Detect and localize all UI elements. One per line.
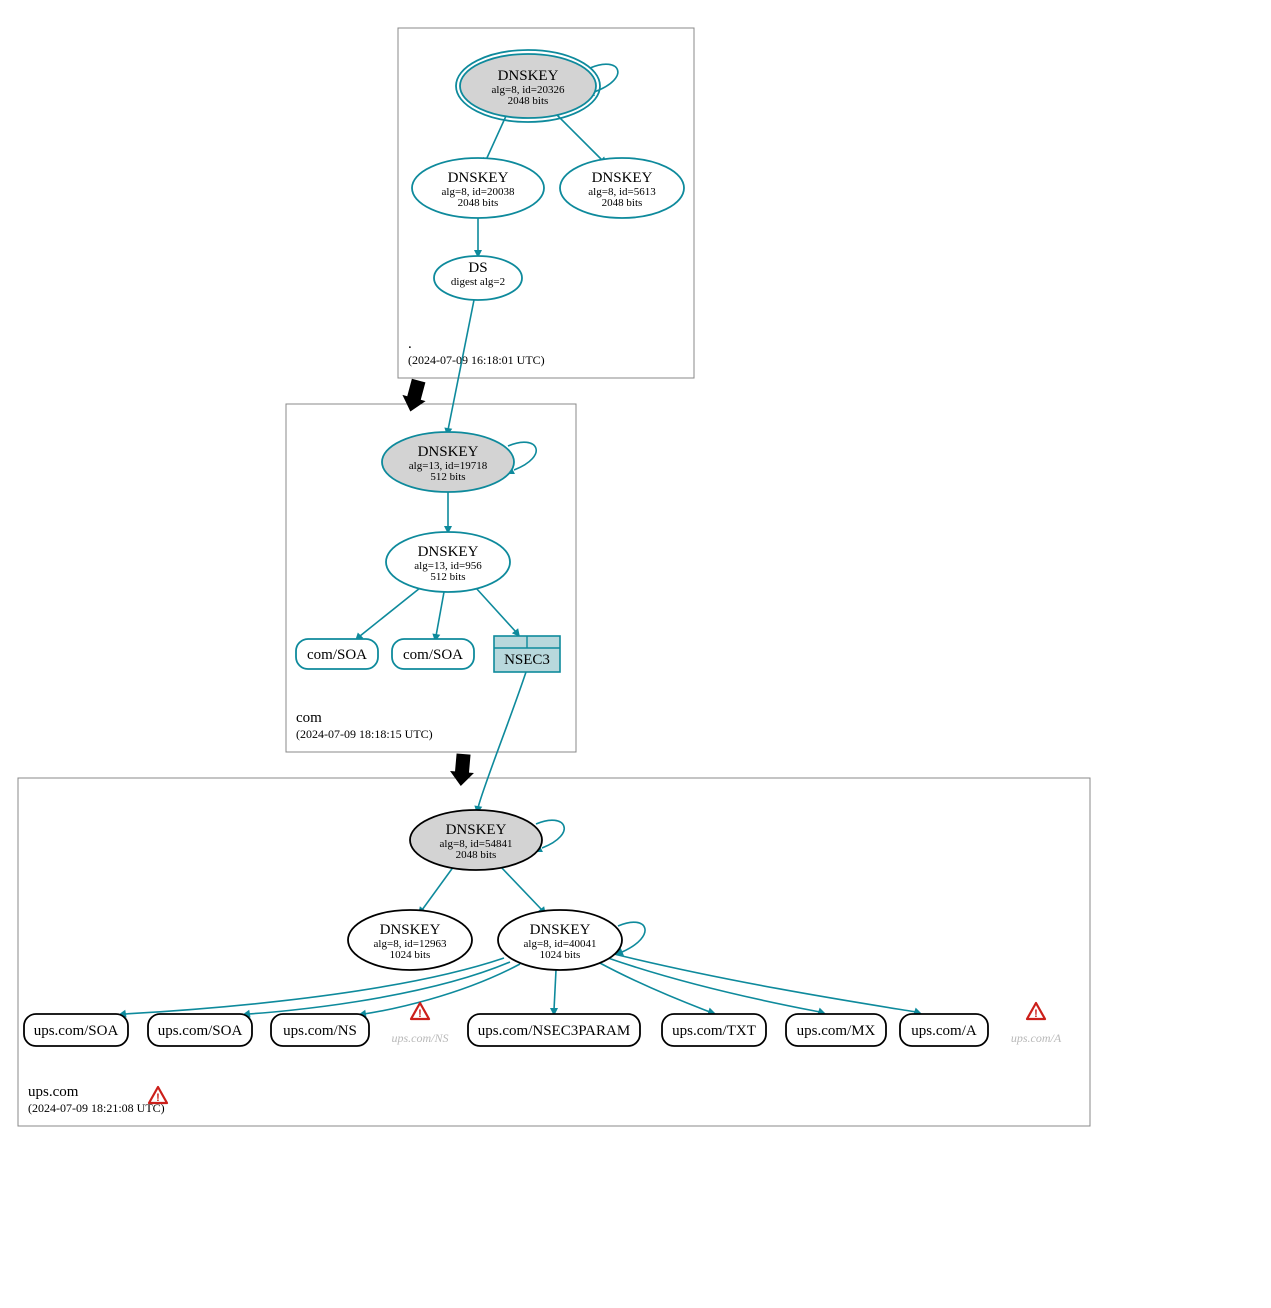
svg-text:!: ! <box>1034 1008 1038 1020</box>
svg-text:com/SOA: com/SOA <box>307 647 367 663</box>
svg-text:(2024-07-09 18:18:15 UTC): (2024-07-09 18:18:15 UTC) <box>296 727 433 741</box>
node-u-mx: ups.com/MX <box>786 1014 886 1046</box>
svg-text:com/SOA: com/SOA <box>403 647 463 663</box>
edge <box>554 970 556 1010</box>
edge <box>608 958 820 1012</box>
svg-text:DS: DS <box>468 260 487 276</box>
svg-text:(2024-07-09 16:18:01 UTC): (2024-07-09 16:18:01 UTC) <box>408 353 545 367</box>
svg-text:ups.com/TXT: ups.com/TXT <box>672 1023 756 1039</box>
warning-icon: ! <box>1027 1003 1045 1020</box>
edge <box>124 958 504 1014</box>
node-u-ksk: DNSKEYalg=8, id=548412048 bits <box>410 810 542 870</box>
svg-text:2048 bits: 2048 bits <box>602 197 643 209</box>
edge <box>364 964 520 1014</box>
warning-icon: ! <box>149 1087 167 1104</box>
svg-text:1024 bits: 1024 bits <box>390 949 431 961</box>
warning-icon: ! <box>411 1003 429 1020</box>
svg-text:DNSKEY: DNSKEY <box>498 68 559 84</box>
node-u-a: ups.com/A <box>900 1014 988 1046</box>
warning-label: ups.com/A <box>1011 1031 1062 1045</box>
svg-text:1024 bits: 1024 bits <box>540 949 581 961</box>
node-c-zsk: DNSKEYalg=13, id=956512 bits <box>386 532 510 592</box>
svg-text:ups.com/NSEC3PARAM: ups.com/NSEC3PARAM <box>478 1023 630 1039</box>
dnssec-graph: .(2024-07-09 16:18:01 UTC)com(2024-07-09… <box>0 0 1271 1308</box>
delegation-arrow <box>399 378 430 415</box>
node-u-soa2: ups.com/SOA <box>148 1014 252 1046</box>
edge <box>476 588 516 632</box>
svg-text:512 bits: 512 bits <box>430 571 465 583</box>
svg-text:!: ! <box>418 1008 422 1020</box>
svg-text:ups.com/A: ups.com/A <box>911 1023 977 1039</box>
node-u-n3p: ups.com/NSEC3PARAM <box>468 1014 640 1046</box>
svg-text:ups.com/SOA: ups.com/SOA <box>34 1023 119 1039</box>
svg-text:(2024-07-09 18:21:08 UTC): (2024-07-09 18:21:08 UTC) <box>28 1101 165 1115</box>
warning-label: ups.com/NS <box>392 1031 449 1045</box>
node-nsec3: NSEC3 <box>494 636 560 672</box>
node-r-ksk: DNSKEYalg=8, id=203262048 bits <box>456 50 600 122</box>
svg-text:DNSKEY: DNSKEY <box>380 922 441 938</box>
svg-text:ups.com/NS: ups.com/NS <box>283 1023 357 1039</box>
node-u-zsk2: DNSKEYalg=8, id=400411024 bits <box>498 910 622 970</box>
edge <box>422 866 454 910</box>
edge <box>614 954 916 1012</box>
svg-text:DNSKEY: DNSKEY <box>448 170 509 186</box>
svg-text:DNSKEY: DNSKEY <box>530 922 591 938</box>
node-u-soa1: ups.com/SOA <box>24 1014 128 1046</box>
svg-text:digest alg=2: digest alg=2 <box>451 276 505 288</box>
node-u-zsk1: DNSKEYalg=8, id=129631024 bits <box>348 910 472 970</box>
node-c-soa2: com/SOA <box>392 639 474 669</box>
svg-text:.: . <box>408 336 412 352</box>
svg-text:!: ! <box>156 1092 160 1104</box>
svg-text:ups.com/SOA: ups.com/SOA <box>158 1023 243 1039</box>
edge <box>360 588 420 636</box>
node-c-soa1: com/SOA <box>296 639 378 669</box>
node-r-zsk2: DNSKEYalg=8, id=56132048 bits <box>560 158 684 218</box>
svg-text:512 bits: 512 bits <box>430 471 465 483</box>
edge <box>556 114 602 160</box>
svg-text:DNSKEY: DNSKEY <box>446 822 507 838</box>
svg-text:DNSKEY: DNSKEY <box>418 444 479 460</box>
svg-text:2048 bits: 2048 bits <box>456 849 497 861</box>
svg-text:DNSKEY: DNSKEY <box>592 170 653 186</box>
svg-text:ups.com/MX: ups.com/MX <box>797 1023 876 1039</box>
svg-text:DNSKEY: DNSKEY <box>418 544 479 560</box>
svg-text:NSEC3: NSEC3 <box>504 652 550 668</box>
edge <box>486 116 506 160</box>
svg-text:ups.com: ups.com <box>28 1084 79 1100</box>
edge <box>436 592 444 636</box>
delegation-arrow <box>449 753 476 787</box>
node-r-ds: DSdigest alg=2 <box>434 256 522 300</box>
svg-text:com: com <box>296 710 322 726</box>
node-c-ksk: DNSKEYalg=13, id=19718512 bits <box>382 432 514 492</box>
svg-text:2048 bits: 2048 bits <box>458 197 499 209</box>
svg-text:2048 bits: 2048 bits <box>508 95 549 107</box>
edge <box>478 672 526 808</box>
node-u-txt: ups.com/TXT <box>662 1014 766 1046</box>
edge <box>598 962 710 1012</box>
node-r-zsk1: DNSKEYalg=8, id=200382048 bits <box>412 158 544 218</box>
node-u-ns: ups.com/NS <box>271 1014 369 1046</box>
edge <box>500 866 542 910</box>
